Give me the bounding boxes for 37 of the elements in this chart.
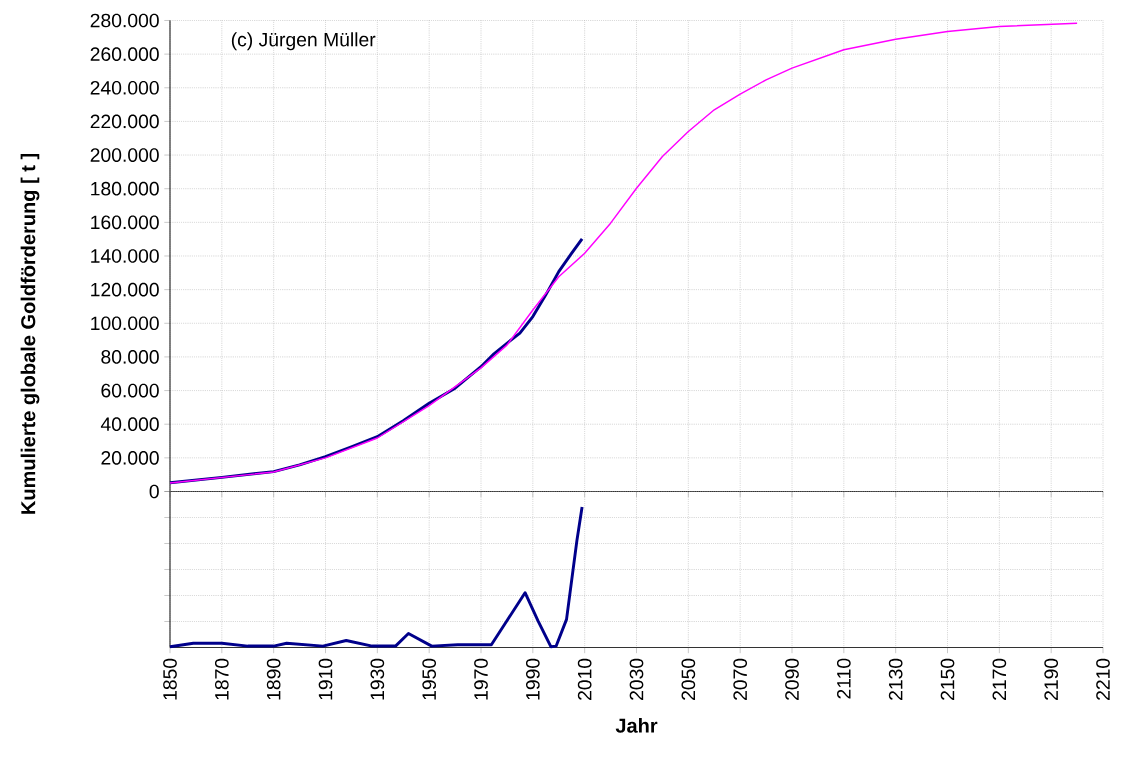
x-tick-label: 2090: [785, 658, 799, 700]
x-tick-label: 2070: [733, 658, 748, 700]
annotation: (c) Jürgen Müller: [231, 32, 376, 51]
y-tick-label: 240.000: [90, 80, 159, 95]
x-tick-label: 1870: [214, 658, 229, 700]
x-tick-label: 1930: [370, 658, 385, 700]
x-axis-title: Jahr: [615, 718, 658, 733]
x-tick-label: 2030: [629, 658, 644, 700]
x-tick-label: 2010: [577, 658, 592, 700]
x-tick-label: 2190: [1044, 658, 1059, 700]
y-tick-label: 280.000: [90, 13, 159, 28]
x-tick-label: 1950: [422, 658, 437, 700]
y-axis-title: Kumulierte globale Goldförderung [ t ]: [20, 153, 40, 514]
y-tick-label: 160.000: [91, 215, 159, 230]
y-tick-label: 200.000: [90, 148, 159, 162]
x-tick-label: 2170: [992, 658, 1007, 700]
x-tick-label: 2110: [836, 658, 851, 699]
y-tick-label: 0: [149, 484, 159, 499]
x-tick-label: 1850: [163, 658, 177, 700]
x-tick-label: 1890: [266, 658, 281, 700]
y-tick-label: 40.000: [100, 417, 159, 432]
y-tick-label: 80.000: [101, 350, 159, 364]
y-tick-label: 260.000: [90, 47, 159, 61]
y-tick-label: 220.000: [90, 114, 159, 129]
y-tick-label: 100.000: [91, 316, 159, 331]
x-tick-label: 1910: [318, 658, 333, 700]
x-tick-label: 1970: [474, 658, 488, 700]
x-tick-label: 1990: [525, 658, 540, 700]
x-tick-label: 2210: [1096, 658, 1110, 700]
y-tick-label: 20.000: [101, 450, 159, 465]
x-tick-label: 2050: [681, 658, 696, 700]
x-tick-label: 2150: [940, 658, 955, 700]
y-tick-label: 120.000: [91, 282, 159, 297]
y-tick-label: 180.000: [91, 181, 159, 196]
y-tick-label: 60.000: [101, 383, 159, 398]
y-tick-label: 140.000: [91, 249, 159, 263]
x-tick-label: 2130: [888, 658, 903, 700]
